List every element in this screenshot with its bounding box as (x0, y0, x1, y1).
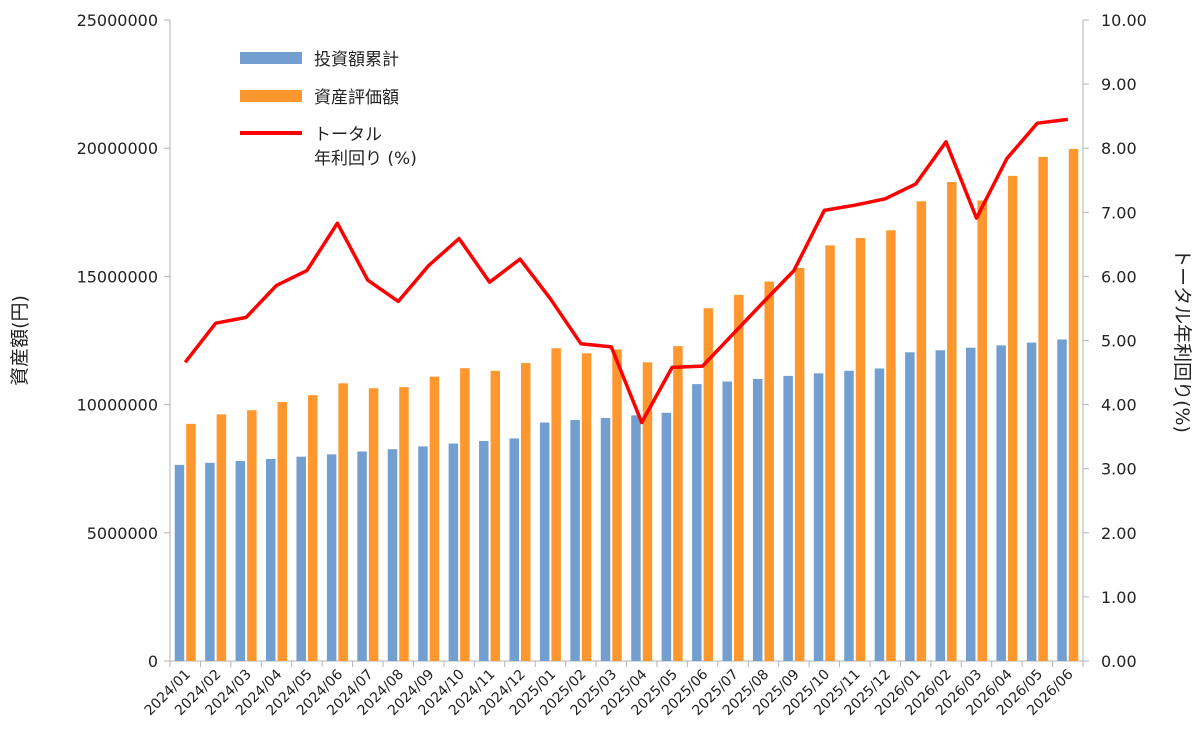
bar-investment (600, 417, 611, 661)
bar-valuation (338, 383, 348, 661)
left-tick-label: 15000000 (77, 267, 158, 286)
right-tick-label: 2.00 (1101, 524, 1137, 543)
right-tick-label: 5.00 (1101, 332, 1137, 351)
bar-valuation (794, 267, 805, 661)
bar-investment (387, 449, 398, 661)
bar-valuation (581, 353, 592, 661)
bar-investment (326, 454, 337, 661)
right-tick-label: 0.00 (1101, 652, 1137, 671)
bar-valuation (825, 245, 835, 661)
bar-valuation (490, 370, 501, 661)
right-tick-label: 9.00 (1101, 75, 1137, 94)
bar-valuation (1007, 175, 1018, 661)
bar-investment (448, 443, 459, 661)
bar-investment (631, 415, 641, 661)
left-tick-label: 25000000 (77, 11, 158, 30)
bar-investment (752, 378, 763, 661)
bar-valuation (947, 182, 957, 661)
bar-investment (996, 345, 1006, 661)
bar-valuation (673, 346, 683, 661)
bar-investment (357, 451, 367, 661)
bar-investment (570, 419, 580, 661)
bar-investment (1057, 339, 1067, 661)
bar-valuation (429, 376, 440, 661)
bar-investment (235, 461, 246, 661)
right-tick-label: 8.00 (1101, 139, 1137, 158)
bar-valuation (1038, 156, 1048, 661)
bar-valuation (186, 423, 196, 661)
bar-valuation (399, 387, 409, 661)
bar-valuation (734, 294, 744, 661)
yield-line (183, 117, 1069, 425)
legend-label-yield: トータル (314, 125, 382, 145)
right-tick-label: 7.00 (1101, 203, 1137, 222)
bar-valuation (551, 348, 561, 661)
bar-investment (813, 373, 824, 661)
legend-swatch-investment (240, 52, 302, 64)
right-tick-label: 6.00 (1101, 267, 1137, 286)
bar-valuation (277, 402, 288, 661)
bar-investment (905, 352, 915, 661)
bar-valuation (520, 363, 531, 661)
legend-swatch-valuation (240, 90, 302, 102)
bar-valuation (247, 410, 257, 661)
bar-investment (418, 446, 428, 661)
bar-investment (874, 368, 885, 661)
bar-investment (479, 441, 489, 661)
bar-valuation (886, 230, 896, 662)
bar-investment (174, 464, 185, 661)
bar-valuation (977, 200, 987, 661)
bar-investment (692, 384, 702, 661)
bar-investment (722, 381, 733, 661)
bar-investment (965, 347, 976, 661)
bar-investment (1026, 342, 1037, 661)
bar-investment (539, 422, 550, 661)
right-tick-label: 4.00 (1101, 396, 1137, 415)
bar-investment (296, 456, 306, 661)
bar-investment (205, 462, 215, 661)
left-tick-label: 10000000 (77, 396, 158, 415)
bar-investment (844, 370, 854, 661)
left-tick-label: 0 (148, 652, 158, 671)
legend-label-yield: 年利回り (%) (314, 149, 417, 169)
bar-valuation (1068, 148, 1079, 662)
bar-valuation (642, 362, 653, 661)
bar-valuation (460, 368, 470, 661)
bar-valuation (764, 281, 774, 661)
bar-investment (783, 375, 793, 661)
legend-label-investment: 投資額累計 (314, 50, 399, 70)
bar-investment (266, 458, 276, 661)
left-tick-label: 5000000 (87, 524, 158, 543)
right-tick-label: 3.00 (1101, 460, 1137, 479)
left-axis-title: 資産額(円) (9, 295, 31, 386)
bar-valuation (216, 414, 227, 661)
left-tick-label: 20000000 (77, 139, 158, 158)
bar-investment (661, 412, 672, 661)
bar-valuation (916, 201, 927, 662)
bar-valuation (703, 308, 714, 661)
bar-valuation (307, 395, 318, 661)
bar-valuation (612, 349, 622, 661)
right-axis-title: トータル年利回り(%) (1171, 248, 1193, 433)
legend-label-valuation: 資産評価額 (314, 88, 399, 108)
right-tick-label: 1.00 (1101, 588, 1137, 607)
right-tick-label: 10.00 (1101, 11, 1147, 30)
bar-valuation (855, 237, 866, 661)
bar-investment (935, 350, 946, 661)
bar-investment (509, 438, 519, 661)
bar-valuation (368, 388, 379, 661)
